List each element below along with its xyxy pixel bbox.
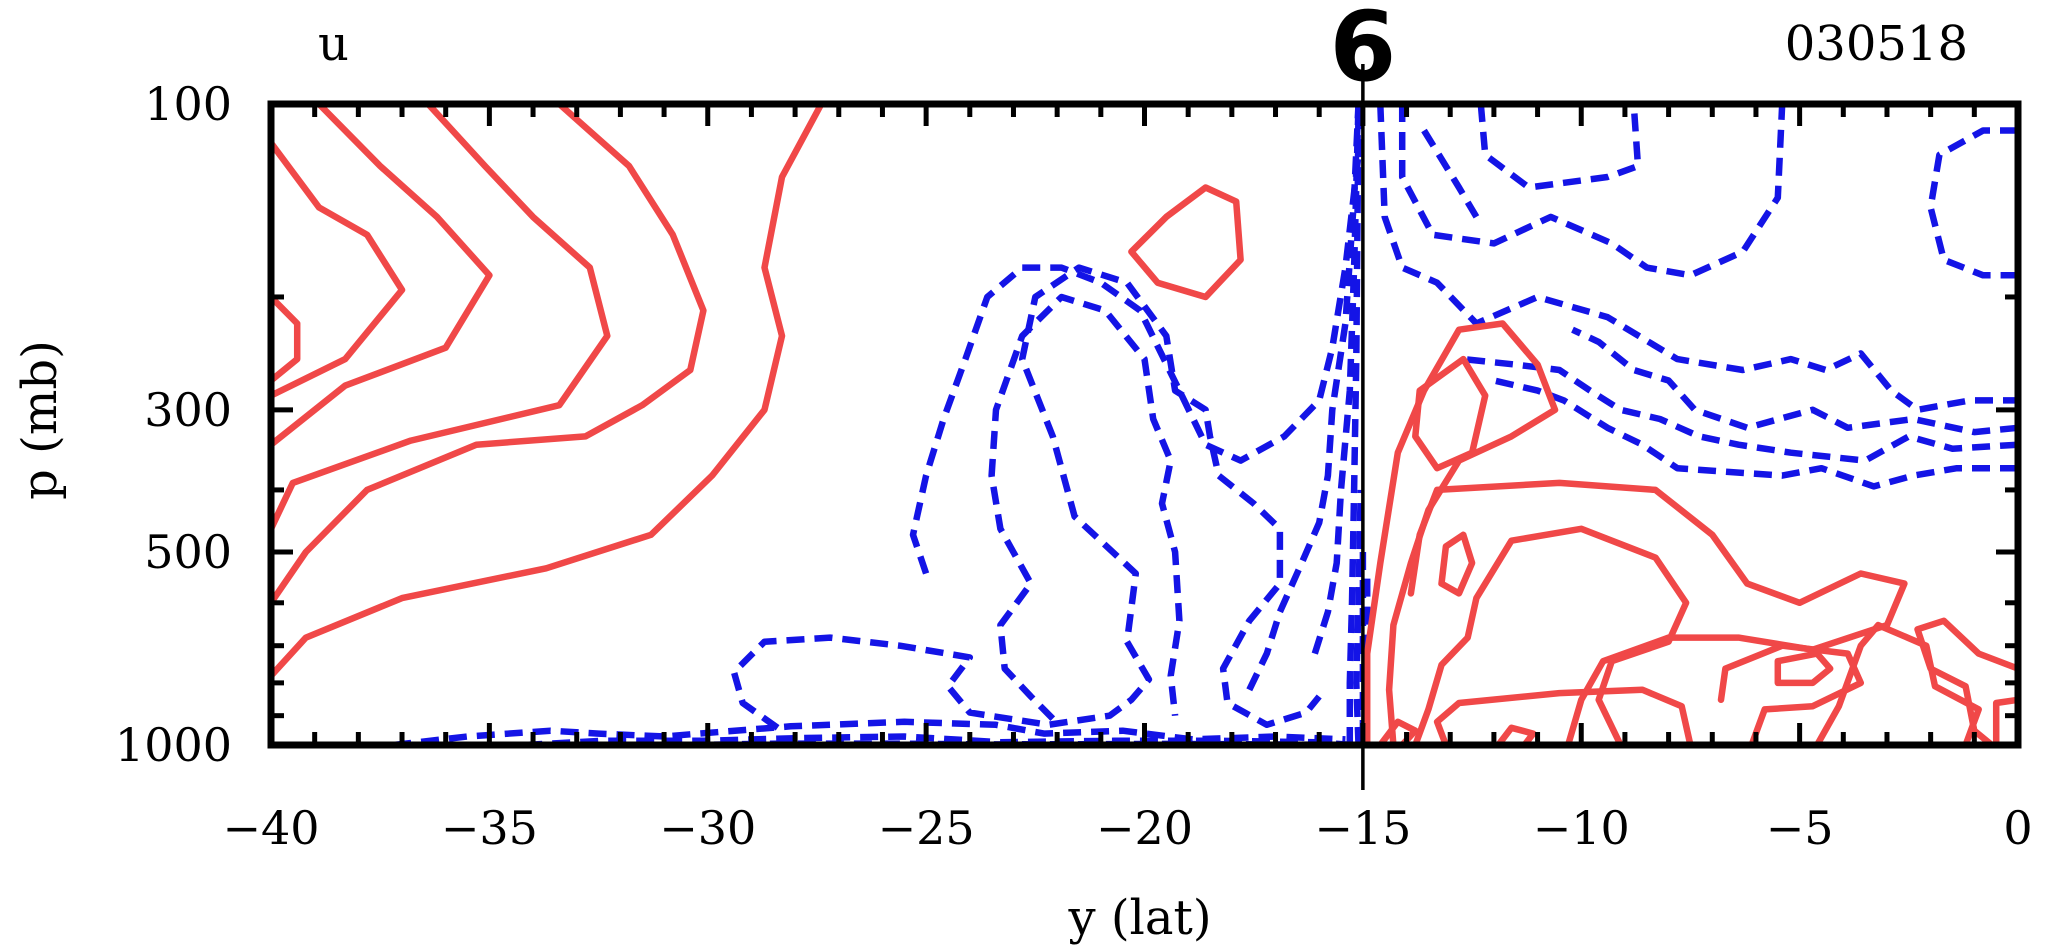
- negative-contour-6: [909, 154, 1362, 575]
- x-tick-label: 0: [2003, 801, 2032, 855]
- negative-contour-11: [1377, 103, 2018, 414]
- positive-contour-15: [1433, 686, 1694, 749]
- positive-contour-18: [1914, 617, 2022, 749]
- positive-contour-3: [267, 100, 493, 448]
- positive-contour-7: [1128, 184, 1244, 301]
- marker-label: 6: [1329, 0, 1396, 103]
- x-tick-label: −10: [1533, 801, 1630, 855]
- negative-contour-4: [730, 264, 1322, 731]
- x-tick-label: −25: [878, 801, 975, 855]
- y-tick-label: 500: [144, 525, 232, 579]
- contour-lines: [267, 100, 2022, 749]
- y-tick-label: 300: [144, 383, 232, 437]
- variable-label: u: [318, 16, 349, 72]
- positive-contour-2: [267, 139, 406, 399]
- x-tick-label: −15: [1314, 801, 1411, 855]
- positive-contour-16: [1495, 724, 1537, 749]
- x-tick-label: −35: [441, 801, 538, 855]
- positive-contour-5: [267, 100, 707, 607]
- negative-contour-12: [1398, 103, 1786, 279]
- x-tick-label: −20: [1096, 801, 1193, 855]
- negative-contour-15: [1571, 326, 2019, 436]
- y-axis-title: p (mb): [12, 340, 68, 500]
- x-tick-label: −30: [659, 801, 756, 855]
- y-tick-labels: 100 300 500 1000: [115, 77, 232, 772]
- negative-contour-17: [1493, 377, 2018, 490]
- negative-contour-9: [1346, 103, 1362, 745]
- x-axis-title: y (lat): [1067, 890, 1211, 946]
- negative-contour-18: [1927, 127, 2018, 279]
- negative-contour-5: [988, 293, 1183, 721]
- x-tick-label: −40: [222, 801, 319, 855]
- negative-contour-10: [1353, 489, 1364, 746]
- y-tick-label: 1000: [115, 718, 232, 772]
- y-tick-label: 100: [144, 77, 232, 131]
- positive-contour-10: [1438, 531, 1476, 597]
- positive-contour-9: [1412, 355, 1489, 472]
- date-label: 030518: [1785, 16, 1968, 72]
- negative-contour-8: [1311, 103, 1362, 655]
- negative-contour-16: [1462, 355, 2019, 464]
- positive-contour-4: [267, 100, 611, 533]
- positive-contour-6: [267, 100, 825, 680]
- positive-contour-12: [1412, 525, 1690, 749]
- positive-contour-8: [1363, 320, 1559, 749]
- positive-contour-1: [267, 293, 301, 384]
- negative-contour-14: [1421, 128, 1480, 219]
- positive-contour-19: [1992, 696, 2022, 749]
- negative-contour-13: [1477, 103, 1642, 191]
- plot-frame: [267, 100, 2022, 749]
- x-tick-label: −5: [1766, 801, 1834, 855]
- positive-contour-11: [1407, 479, 1908, 749]
- axis-ticks: [268, 101, 2021, 748]
- positive-contour-13: [1774, 650, 1834, 687]
- x-tick-labels: −40 −35 −30 −25 −20 −15 −10 −5 0: [222, 801, 2032, 855]
- negative-contour-7: [1246, 103, 1362, 692]
